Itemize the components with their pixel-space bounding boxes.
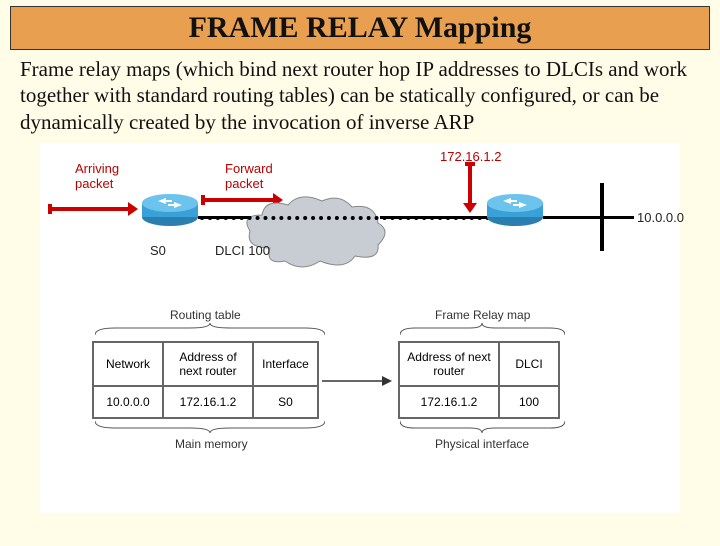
router-right-icon <box>485 193 545 227</box>
frame-relay-map-table: Address of next router DLCI 172.16.1.2 1… <box>398 341 560 419</box>
frmap-header-row: Address of next router DLCI <box>399 342 559 386</box>
lan-stub <box>602 216 634 219</box>
physical-interface-caption: Physical interface <box>435 437 529 451</box>
main-memory-caption: Main memory <box>175 437 248 451</box>
fm-d-nextrouter: 172.16.1.2 <box>399 386 499 418</box>
router-left-icon <box>140 193 200 227</box>
description-text: Frame relay maps (which bind next router… <box>20 56 700 135</box>
frmap-data-row: 172.16.1.2 100 <box>399 386 559 418</box>
table-link-arrow <box>322 371 397 391</box>
arriving-arrow <box>52 207 130 211</box>
frmap-table-title: Frame Relay map <box>435 308 530 322</box>
rt-h-interface: Interface <box>253 342 318 386</box>
frmap-brace <box>400 323 565 337</box>
mainmem-brace <box>95 421 325 435</box>
dest-network-label: 10.0.0.0 <box>637 210 684 225</box>
arriving-packet-label: Arriving packet <box>75 161 119 191</box>
rt-d-nextrouter: 172.16.1.2 <box>163 386 253 418</box>
dlci-label: DLCI 100 <box>215 243 270 258</box>
forward-packet-label: Forward packet <box>225 161 273 191</box>
routing-table-data-row: 10.0.0.0 172.16.1.2 S0 <box>93 386 318 418</box>
link-r2-lan <box>543 216 603 219</box>
fm-h-dlci: DLCI <box>499 342 559 386</box>
rt-d-network: 10.0.0.0 <box>93 386 163 418</box>
routing-table-header-row: Network Address of next router Interface <box>93 342 318 386</box>
network-diagram: Arriving packet Forward packet 10.0.0.0 … <box>40 143 680 513</box>
routing-brace <box>95 323 325 337</box>
fm-d-dlci: 100 <box>499 386 559 418</box>
interface-s0-label: S0 <box>150 243 166 258</box>
title-bar: FRAME RELAY Mapping <box>10 6 710 50</box>
rt-d-interface: S0 <box>253 386 318 418</box>
routing-table: Network Address of next router Interface… <box>92 341 319 419</box>
ip-arrow-down <box>468 165 472 205</box>
page-title: FRAME RELAY Mapping <box>189 11 532 44</box>
routing-table-title: Routing table <box>170 308 241 322</box>
fm-h-nextrouter: Address of next router <box>399 342 499 386</box>
physif-brace <box>400 421 565 435</box>
frame-relay-cloud-icon <box>240 193 390 273</box>
rt-h-nextrouter: Address of next router <box>163 342 253 386</box>
link-cloud-r2 <box>380 216 490 219</box>
rt-h-network: Network <box>93 342 163 386</box>
